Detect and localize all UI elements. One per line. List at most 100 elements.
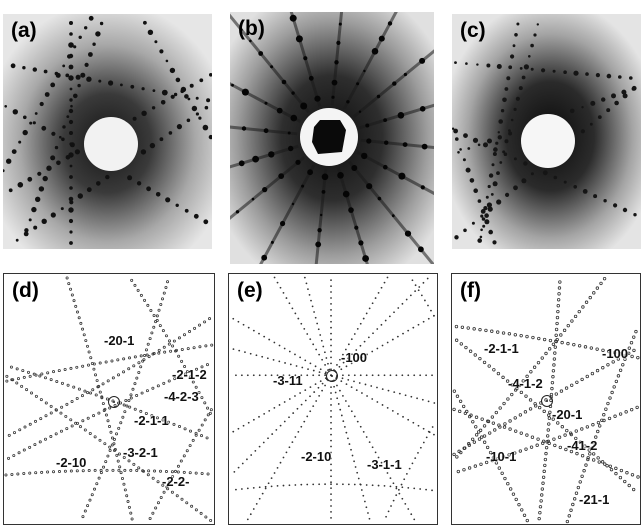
- simulated-spot: [126, 500, 130, 504]
- simulated-spot: [330, 314, 332, 317]
- simulated-spot: [318, 483, 321, 486]
- simulated-spot: [627, 346, 631, 350]
- simulated-spot: [120, 476, 124, 480]
- simulated-spot: [359, 374, 362, 377]
- simulated-spot: [60, 405, 64, 409]
- simulated-spot: [198, 323, 202, 327]
- simulated-spot: [621, 363, 625, 367]
- laue-spot: [88, 52, 93, 57]
- simulated-spot: [303, 276, 306, 279]
- simulated-spot: [200, 365, 204, 369]
- simulated-spot: [145, 353, 149, 357]
- laue-spot: [516, 22, 520, 26]
- simulated-spot: [246, 458, 248, 461]
- simulated-spot: [308, 294, 311, 296]
- simulated-spot: [573, 497, 577, 501]
- laue-spot: [35, 196, 41, 202]
- laue-spot: [518, 86, 523, 91]
- laue-spot: [276, 107, 283, 114]
- simulated-spot: [470, 437, 475, 441]
- laue-spot: [580, 129, 585, 134]
- simulated-spot: [288, 350, 291, 353]
- simulated-spot: [319, 380, 322, 383]
- simulated-spot: [473, 353, 477, 357]
- simulated-spot: [366, 395, 368, 397]
- simulated-spot: [273, 341, 276, 344]
- simulated-spot: [407, 374, 410, 377]
- laue-spot: [24, 228, 29, 233]
- laue-spot: [361, 152, 368, 160]
- simulated-spot: [264, 487, 267, 490]
- laue-spot: [289, 14, 297, 22]
- simulated-spot: [246, 374, 249, 377]
- laue-spot: [493, 147, 498, 152]
- simulated-spot: [318, 394, 321, 397]
- simulated-spot: [389, 374, 392, 377]
- simulated-spot: [330, 505, 332, 507]
- simulated-spot: [425, 374, 427, 377]
- simulated-spot: [585, 425, 590, 429]
- simulated-spot: [381, 388, 384, 390]
- miller-index-label: -2-1-2: [172, 367, 207, 382]
- laue-spot: [191, 105, 198, 112]
- simulated-spot: [360, 489, 363, 491]
- simulated-spot: [232, 317, 235, 320]
- simulated-spot: [395, 494, 398, 497]
- simulated-spot: [189, 429, 193, 433]
- simulated-spot: [583, 444, 587, 448]
- simulated-spot: [330, 439, 332, 442]
- simulated-spot: [589, 346, 593, 350]
- simulated-spot: [96, 385, 100, 389]
- simulated-spot: [69, 418, 73, 422]
- simulated-spot: [514, 497, 518, 502]
- laue-spot: [613, 203, 618, 208]
- laue-spot: [320, 213, 323, 217]
- simulated-spot: [15, 367, 19, 371]
- simulated-spot: [584, 300, 589, 304]
- simulated-spot: [142, 358, 146, 362]
- laue-spot: [354, 225, 359, 230]
- simulated-spot: [347, 437, 349, 440]
- simulated-spot: [238, 349, 241, 352]
- simulated-spot: [276, 374, 279, 377]
- laue-spot: [351, 165, 358, 171]
- laue-spot: [209, 73, 212, 77]
- simulated-spot: [46, 470, 50, 474]
- simulated-spot: [318, 353, 321, 356]
- laue-spot: [492, 152, 497, 156]
- simulated-spot: [299, 356, 302, 359]
- simulated-spot: [478, 356, 482, 361]
- simulated-spot: [630, 408, 634, 412]
- simulated-spot: [538, 505, 543, 509]
- simulated-spot: [72, 299, 76, 303]
- simulated-spot: [407, 508, 410, 510]
- simulated-spot: [312, 405, 315, 408]
- laue-spot: [606, 108, 611, 113]
- laue-spot: [74, 149, 80, 155]
- laue-spot: [278, 173, 285, 180]
- simulated-spot: [565, 428, 569, 433]
- simulated-spot: [488, 450, 493, 455]
- simulated-spot: [362, 430, 365, 433]
- simulated-spot: [533, 402, 537, 406]
- simulated-spot: [314, 365, 317, 368]
- laue-spot: [506, 76, 511, 81]
- simulated-spot: [391, 409, 394, 412]
- simulated-spot: [100, 396, 104, 400]
- simulated-spot: [321, 389, 323, 392]
- simulated-spot: [480, 435, 484, 439]
- simulated-spot: [44, 401, 48, 405]
- laue-spot: [50, 82, 56, 88]
- simulated-spot: [185, 501, 189, 505]
- simulated-spot: [623, 479, 627, 484]
- simulated-spot: [279, 286, 282, 289]
- simulated-spot: [377, 374, 380, 377]
- simulated-spot: [330, 392, 332, 394]
- simulated-spot: [139, 293, 143, 297]
- simulated-spot: [564, 386, 569, 390]
- simulated-spot: [205, 436, 209, 440]
- laue-spot: [34, 112, 38, 115]
- simulated-spot: [411, 462, 414, 465]
- laue-spot: [69, 142, 73, 146]
- simulated-spot: [602, 413, 606, 417]
